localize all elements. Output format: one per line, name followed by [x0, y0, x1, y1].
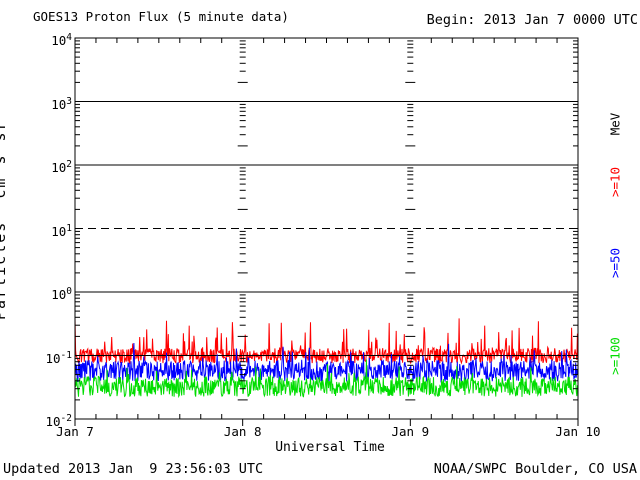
begin-timestamp: Begin: 2013 Jan 7 0000 UTC: [426, 12, 638, 28]
y-tick-label: 100: [51, 286, 72, 303]
x-tick-label: Jan 8: [223, 424, 262, 439]
y-tick-label: 10-2: [45, 413, 72, 430]
right-axis-label: >=50: [607, 247, 623, 279]
x-axis-label: Universal Time: [275, 440, 385, 455]
x-tick-label: Jan 7: [56, 424, 94, 439]
updated-timestamp: Updated 2013 Jan 9 23:56:03 UTC: [3, 461, 264, 477]
y-tick-label: 102: [51, 159, 72, 176]
y-tick-label: 101: [51, 222, 72, 239]
y-tick-label: 103: [51, 95, 72, 112]
y-tick-label: 104: [51, 32, 72, 49]
right-axis-label: MeV: [607, 112, 623, 136]
x-tick-label: Jan 9: [391, 424, 430, 439]
y-axis-label: Particles cm-2s-1sr-1: [0, 107, 9, 320]
credit-label: NOAA/SWPC Boulder, CO USA: [433, 461, 637, 477]
right-axis-label: >=10: [607, 166, 623, 198]
chart-title: GOES13 Proton Flux (5 minute data): [33, 9, 289, 24]
x-tick-label: Jan 10: [555, 424, 601, 439]
y-tick-label: 10-1: [45, 349, 72, 366]
right-axis-label: >=100: [607, 337, 623, 375]
